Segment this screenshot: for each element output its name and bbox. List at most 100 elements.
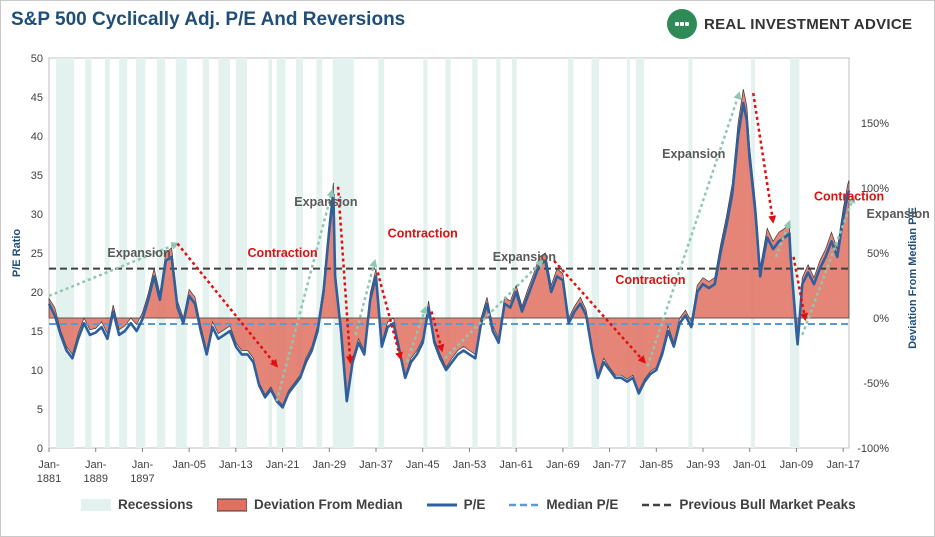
chart-title: S&P 500 Cyclically Adj. P/E And Reversio…: [11, 9, 406, 30]
recession-band: [157, 58, 166, 448]
recession-band: [635, 58, 645, 448]
recession-band: [202, 58, 209, 448]
legend-label: Recessions: [118, 497, 194, 512]
recession-band: [85, 58, 92, 448]
contraction-arrow: [751, 92, 777, 224]
brand-logo-icon: [667, 9, 697, 39]
brand-name: REAL INVESTMENT ADVICE: [704, 15, 913, 33]
y-tick-label: 35: [31, 170, 43, 182]
legend-swatch-deviation: [217, 498, 248, 511]
y2-tick-label: -100%: [857, 443, 889, 455]
x-tick-label: Jan-13: [219, 459, 253, 471]
y2-tick-label: 50%: [867, 248, 889, 260]
recession-band: [423, 58, 428, 448]
x-tick-label: Jan-21: [266, 459, 300, 471]
recession-band: [296, 58, 304, 448]
legend-label: P/E: [463, 497, 486, 512]
expansion-arrow: [48, 242, 180, 298]
legend-swatch-recessions: [81, 498, 111, 511]
expansion-arrow: [801, 194, 856, 336]
recession-band: [378, 58, 385, 448]
y2-tick-label: 150%: [861, 118, 889, 130]
contraction-arrow: [176, 242, 278, 368]
y-tick-label: 40: [31, 131, 43, 143]
x-tick-label: Jan-17: [826, 459, 860, 471]
expansion-label: Expansion: [493, 250, 556, 264]
y-tick-label: 10: [31, 365, 43, 377]
x-tick-label: Jan-1881: [37, 459, 61, 485]
legend-label: Previous Bull Market Peaks: [679, 497, 856, 512]
y-tick-label: 50: [31, 53, 43, 65]
x-tick-label: Jan-05: [172, 459, 206, 471]
x-tick-label: Jan-85: [639, 459, 673, 471]
x-tick-label: Jan-09: [780, 459, 814, 471]
recession-band: [276, 58, 286, 448]
x-tick-label: Jan-01: [733, 459, 767, 471]
recession-band: [568, 58, 574, 448]
recession-band: [175, 58, 187, 448]
contraction-arrow: [792, 256, 809, 322]
contraction-arrow: [376, 272, 403, 361]
x-tick-label: Jan-37: [359, 459, 393, 471]
recession-band: [472, 58, 478, 448]
contraction-arrow: [336, 186, 354, 365]
brand: REAL INVESTMENT ADVICE: [667, 9, 912, 39]
pe-line: [47, 101, 851, 409]
expansion-arrow: [774, 219, 792, 258]
y-tick-label: 25: [31, 248, 43, 260]
recession-band: [627, 58, 631, 448]
x-tick-label: Jan-61: [499, 459, 533, 471]
expansion-label: Expansion: [294, 195, 357, 209]
recession-band: [268, 58, 273, 448]
y-axis-title: P/E Ratio: [11, 229, 23, 278]
recession-band: [496, 58, 501, 448]
legend-item-peaks: Previous Bull Market Peaks: [642, 497, 856, 512]
y-tick-label: 15: [31, 326, 43, 338]
recession-band: [136, 58, 146, 448]
recession-band: [512, 58, 517, 448]
y-tick-label: 20: [31, 287, 43, 299]
y2-tick-label: 100%: [861, 183, 889, 195]
legend-swatch-median: [509, 503, 540, 506]
recession-band: [56, 58, 75, 448]
expansion-arrow: [275, 188, 335, 402]
y-tick-label: 30: [31, 209, 43, 221]
expansion-arrow: [444, 259, 544, 360]
x-tick-label: Jan-29: [312, 459, 346, 471]
x-tick-label: Jan-1889: [83, 459, 107, 485]
y2-tick-label: 0%: [873, 313, 889, 325]
recession-band: [445, 58, 451, 448]
y-tick-label: 5: [37, 404, 43, 416]
expansion-label: Expansion: [867, 207, 930, 221]
recession-band: [105, 58, 110, 448]
contraction-label: Contraction: [388, 226, 458, 240]
expansion-arrow: [405, 305, 428, 363]
recession-band: [688, 58, 693, 448]
contraction-label: Contraction: [814, 190, 884, 204]
expansion-arrow: [354, 258, 378, 336]
y2-tick-label: -50%: [863, 378, 889, 390]
expansion-label: Expansion: [107, 246, 170, 260]
recession-band: [316, 58, 323, 448]
recession-band: [790, 58, 800, 448]
legend-item-pe: P/E: [426, 497, 486, 512]
expansion-label: Expansion: [662, 147, 725, 161]
legend-item-median: Median P/E: [509, 497, 618, 512]
x-tick-label: Jan-93: [686, 459, 720, 471]
recession-band: [591, 58, 600, 448]
contraction-arrow: [553, 259, 646, 364]
contraction-arrow: [430, 311, 445, 353]
x-tick-label: Jan-45: [406, 459, 440, 471]
x-tick-label: Jan-53: [453, 459, 487, 471]
recession-band: [235, 58, 247, 448]
y-tick-label: 0: [37, 443, 43, 455]
legend-label: Deviation From Median: [254, 497, 403, 512]
recession-band: [119, 58, 128, 448]
legend: Recessions Deviation From Median P/E Median…: [81, 497, 880, 512]
contraction-label: Contraction: [615, 273, 685, 287]
y-tick-label: 45: [31, 92, 43, 104]
legend-label: Median P/E: [546, 497, 619, 512]
x-tick-label: Jan-77: [593, 459, 627, 471]
